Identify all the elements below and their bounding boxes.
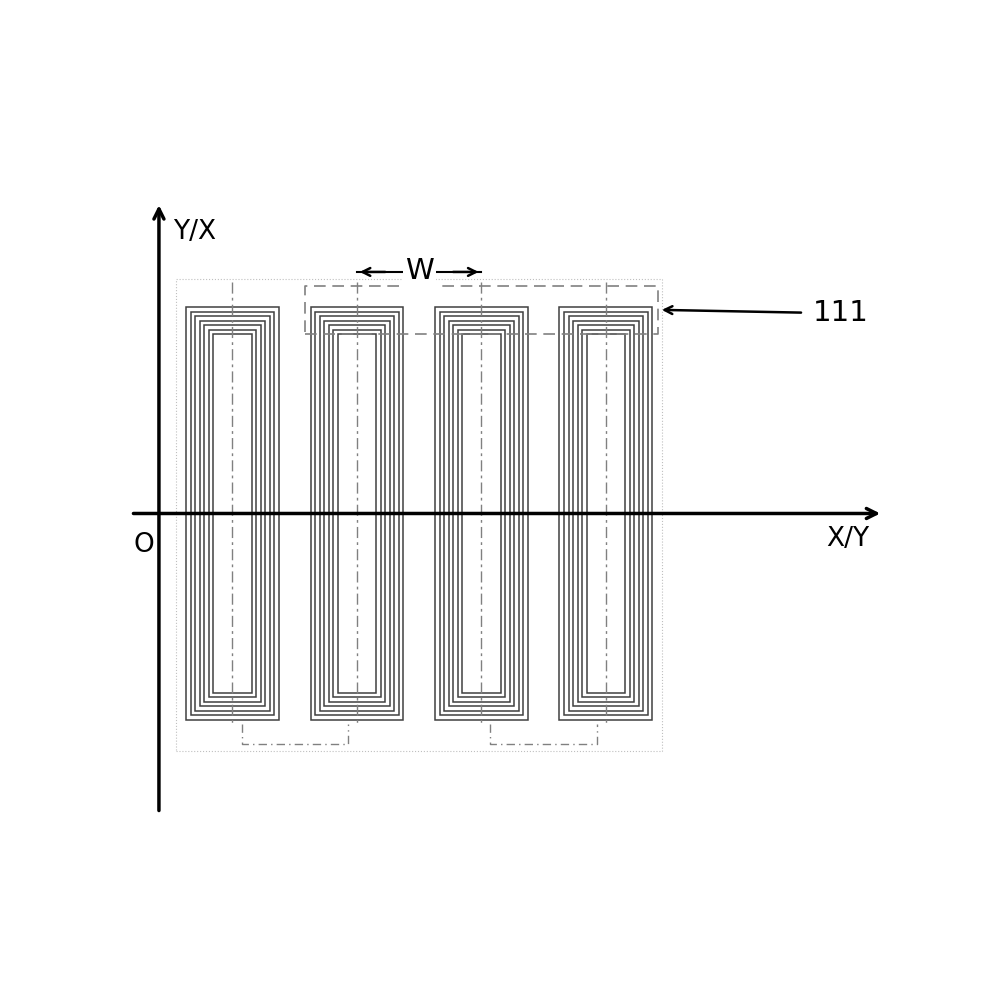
Bar bbox=[195, 316, 270, 711]
Bar bbox=[186, 307, 279, 720]
Bar bbox=[444, 316, 519, 711]
Bar bbox=[458, 330, 505, 697]
Text: Y/X: Y/X bbox=[173, 219, 216, 245]
Bar bbox=[559, 307, 652, 720]
Bar bbox=[564, 312, 648, 715]
Bar bbox=[315, 312, 399, 715]
Bar bbox=[213, 334, 252, 693]
Bar bbox=[453, 325, 510, 702]
Bar bbox=[320, 316, 394, 711]
Bar bbox=[569, 316, 643, 711]
Text: 111: 111 bbox=[812, 299, 868, 327]
Bar bbox=[462, 334, 501, 693]
Bar bbox=[449, 321, 514, 706]
Bar bbox=[435, 307, 528, 720]
Text: W: W bbox=[405, 257, 434, 285]
Bar bbox=[191, 312, 274, 715]
Bar bbox=[204, 325, 261, 702]
Bar bbox=[200, 321, 265, 706]
Bar bbox=[311, 307, 403, 720]
Bar bbox=[578, 325, 634, 702]
Bar bbox=[573, 321, 639, 706]
Bar bbox=[329, 325, 385, 702]
Bar bbox=[324, 321, 390, 706]
Bar bbox=[338, 334, 376, 693]
Bar bbox=[582, 330, 630, 697]
Text: O: O bbox=[134, 532, 154, 558]
Bar bbox=[587, 334, 625, 693]
Bar bbox=[440, 312, 523, 715]
Bar bbox=[209, 330, 256, 697]
Text: X/Y: X/Y bbox=[826, 526, 869, 552]
Bar bbox=[333, 330, 381, 697]
